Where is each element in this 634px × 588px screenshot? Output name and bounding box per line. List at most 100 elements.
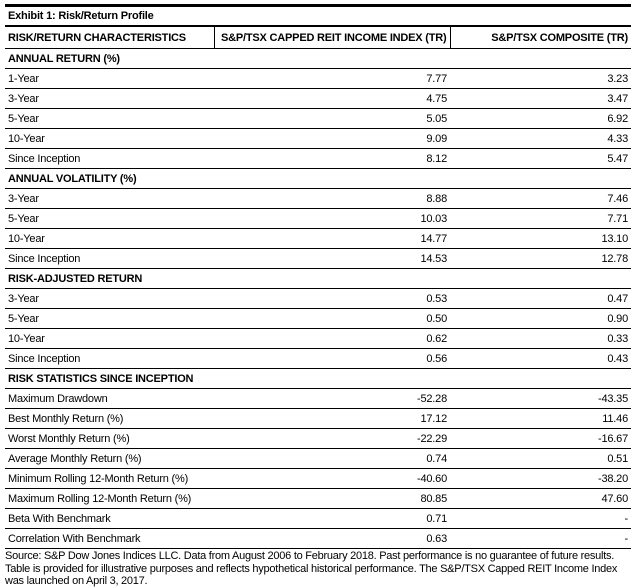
- composite-value: 3.47: [450, 88, 631, 109]
- section-label: RISK-ADJUSTED RETURN: [5, 268, 631, 289]
- risk-return-table: RISK/RETURN CHARACTERISTICS S&P/TSX CAPP…: [5, 27, 631, 549]
- composite-value: 0.33: [450, 328, 631, 349]
- row-label: Best Monthly Return (%): [5, 408, 214, 429]
- reit-index-value: 8.12: [214, 148, 450, 169]
- section-label: ANNUAL RETURN (%): [5, 48, 631, 69]
- composite-value: 5.47: [450, 148, 631, 169]
- composite-value: 13.10: [450, 228, 631, 249]
- header-row: RISK/RETURN CHARACTERISTICS S&P/TSX CAPP…: [5, 27, 631, 49]
- row-label: Maximum Rolling 12-Month Return (%): [5, 488, 214, 509]
- reit-index-value: 17.12: [214, 408, 450, 429]
- section-row: RISK STATISTICS SINCE INCEPTION: [5, 368, 631, 389]
- table-row: Maximum Rolling 12-Month Return (%) 80.85…: [5, 488, 631, 509]
- reit-index-value: 5.05: [214, 108, 450, 129]
- table-row: 5-Year 10.03 7.71: [5, 208, 631, 229]
- reit-index-value: 14.53: [214, 248, 450, 269]
- composite-value: -: [450, 508, 631, 529]
- composite-value: -16.67: [450, 428, 631, 449]
- section-label: RISK STATISTICS SINCE INCEPTION: [5, 368, 631, 389]
- reit-index-value: 0.50: [214, 308, 450, 329]
- composite-value: 0.47: [450, 288, 631, 309]
- column-header: RISK/RETURN CHARACTERISTICS: [5, 27, 215, 49]
- reit-index-value: 7.77: [214, 68, 450, 89]
- reit-index-value: 8.88: [214, 188, 450, 209]
- table-row: 10-Year 0.62 0.33: [5, 328, 631, 349]
- table-row: Minimum Rolling 12-Month Return (%) -40.6…: [5, 468, 631, 489]
- section-label: ANNUAL VOLATILITY (%): [5, 168, 631, 189]
- row-label: 5-Year: [5, 308, 214, 329]
- composite-value: -43.35: [450, 388, 631, 409]
- reit-index-value: 4.75: [214, 88, 450, 109]
- composite-value: -: [450, 528, 631, 549]
- table-row: Correlation With Benchmark 0.63-: [5, 528, 631, 549]
- row-label: 10-Year: [5, 328, 214, 349]
- table-row: 3-Year 0.53 0.47: [5, 288, 631, 309]
- exhibit: Exhibit 1: Risk/Return Profile RISK/RETU…: [5, 4, 631, 588]
- row-label: Worst Monthly Return (%): [5, 428, 214, 449]
- table-row: 10-Year 9.09 4.33: [5, 128, 631, 149]
- row-label: 1-Year: [5, 68, 214, 89]
- composite-value: 0.90: [450, 308, 631, 329]
- row-label: 3-Year: [5, 188, 214, 209]
- row-label: 5-Year: [5, 208, 214, 229]
- footnote: Source: S&P Dow Jones Indices LLC. Data …: [5, 550, 618, 587]
- row-label: 3-Year: [5, 88, 214, 109]
- reit-index-value: 0.56: [214, 348, 450, 369]
- composite-value: 4.33: [450, 128, 631, 149]
- row-label: Correlation With Benchmark: [5, 528, 214, 549]
- section-row: RISK-ADJUSTED RETURN: [5, 268, 631, 289]
- reit-index-value: 0.53: [214, 288, 450, 309]
- reit-index-value: 0.74: [214, 448, 450, 469]
- table-row: Since Inception 8.12 5.47: [5, 148, 631, 169]
- column-header: S&P/TSX CAPPED REIT INCOME INDEX (TR): [214, 27, 451, 49]
- section-row: ANNUAL RETURN (%): [5, 48, 631, 69]
- table-row: Average Monthly Return (%) 0.74 0.51: [5, 448, 631, 469]
- table-row: Best Monthly Return (%) 17.12 11.46: [5, 408, 631, 429]
- row-label: 10-Year: [5, 228, 214, 249]
- composite-value: 0.43: [450, 348, 631, 369]
- reit-index-value: 0.62: [214, 328, 450, 349]
- row-label: Minimum Rolling 12-Month Return (%): [5, 468, 214, 489]
- composite-value: -38.20: [450, 468, 631, 489]
- reit-index-value: 14.77: [214, 228, 450, 249]
- table-row: Since Inception 0.56 0.43: [5, 348, 631, 369]
- composite-value: 0.51: [450, 448, 631, 469]
- exhibit-title: Exhibit 1: Risk/Return Profile: [5, 4, 631, 27]
- reit-index-value: 9.09: [214, 128, 450, 149]
- table-row: 3-Year 8.88 7.46: [5, 188, 631, 209]
- row-label: Maximum Drawdown: [5, 388, 214, 409]
- table-row: 5-Year 0.50 0.90: [5, 308, 631, 329]
- table-row: Maximum Drawdown -52.28 -43.35: [5, 388, 631, 409]
- reit-index-value: -40.60: [214, 468, 450, 489]
- table-row: Since Inception 14.53 12.78: [5, 248, 631, 269]
- composite-value: 6.92: [450, 108, 631, 129]
- reit-index-value: -52.28: [214, 388, 450, 409]
- table-row: 5-Year 5.05 6.92: [5, 108, 631, 129]
- composite-value: 7.71: [450, 208, 631, 229]
- row-label: Since Inception: [5, 348, 214, 369]
- row-label: 3-Year: [5, 288, 214, 309]
- row-label: 5-Year: [5, 108, 214, 129]
- row-label: Since Inception: [5, 148, 214, 169]
- row-label: Beta With Benchmark: [5, 508, 214, 529]
- table-row: 10-Year 14.77 13.10: [5, 228, 631, 249]
- reit-index-value: 0.71: [214, 508, 450, 529]
- composite-value: 47.60: [450, 488, 631, 509]
- table-row: Worst Monthly Return (%) -22.29 -16.67: [5, 428, 631, 449]
- section-row: ANNUAL VOLATILITY (%): [5, 168, 631, 189]
- composite-value: 3.23: [450, 68, 631, 89]
- row-label: Since Inception: [5, 248, 214, 269]
- composite-value: 11.46: [450, 408, 631, 429]
- column-header: S&P/TSX COMPOSITE (TR): [450, 27, 631, 49]
- composite-value: 7.46: [450, 188, 631, 209]
- composite-value: 12.78: [450, 248, 631, 269]
- table-row: Beta With Benchmark 0.71-: [5, 508, 631, 529]
- reit-index-value: 0.63: [214, 528, 450, 549]
- row-label: Average Monthly Return (%): [5, 448, 214, 469]
- row-label: 10-Year: [5, 128, 214, 149]
- table-row: 3-Year 4.75 3.47: [5, 88, 631, 109]
- reit-index-value: 80.85: [214, 488, 450, 509]
- table-row: 1-Year 7.77 3.23: [5, 68, 631, 89]
- reit-index-value: 10.03: [214, 208, 450, 229]
- reit-index-value: -22.29: [214, 428, 450, 449]
